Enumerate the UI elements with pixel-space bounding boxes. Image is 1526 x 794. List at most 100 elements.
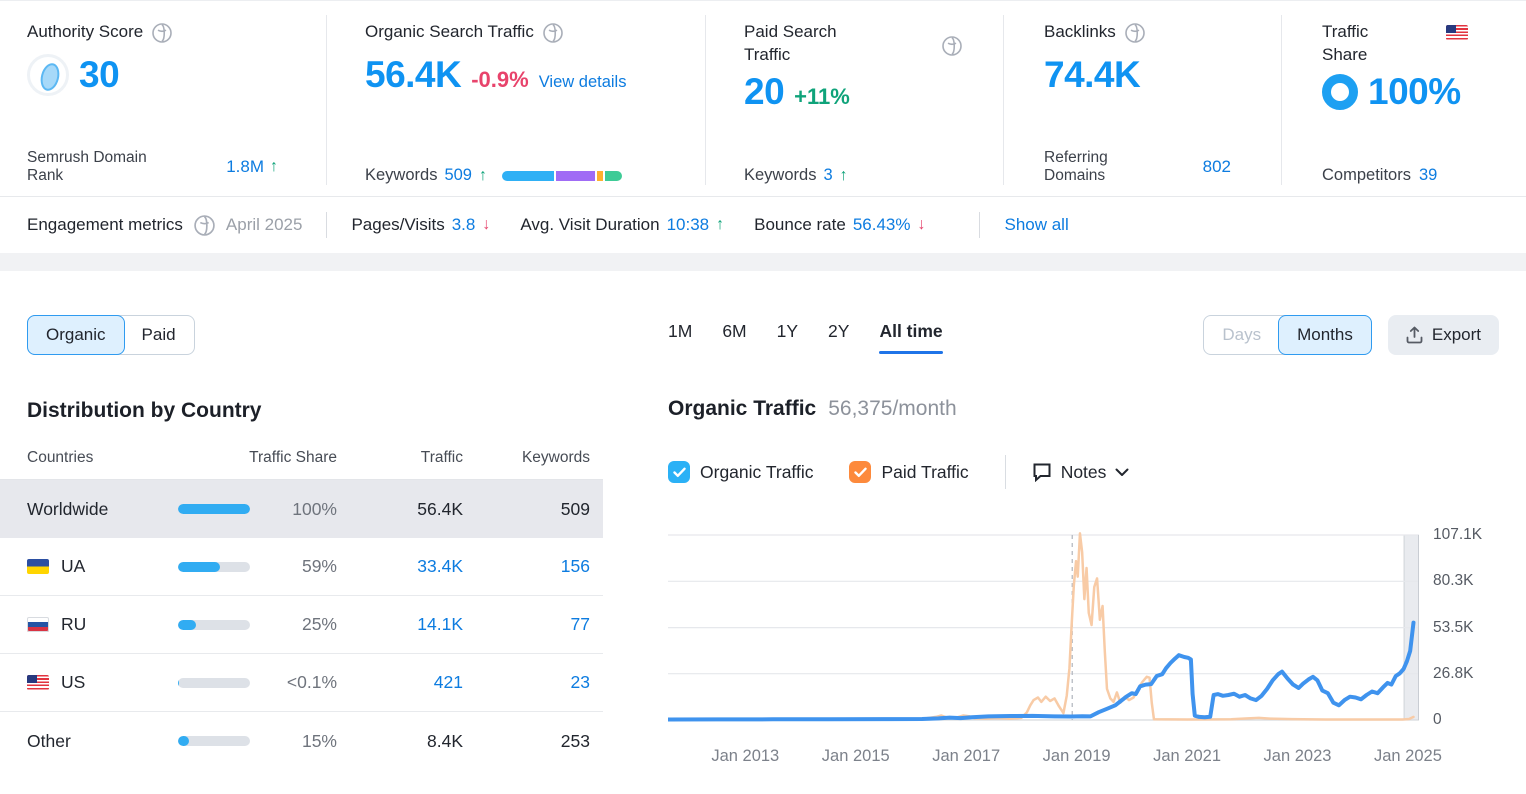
backlinks-card: Backlinks 74.4K Referring Domains 802 [1003,15,1281,185]
keywords-value: 253 [560,730,590,751]
tab-1m[interactable]: 1M [668,320,693,341]
trend-up-icon: ↑ [716,216,725,233]
pages-visits-value: 3.8 [451,215,476,234]
keywords-distribution-bar [501,170,622,181]
info-icon[interactable] [151,22,173,44]
toggle-months[interactable]: Months [1278,315,1372,355]
toggle-paid[interactable]: Paid [141,325,176,344]
domain-rank-value[interactable]: 1.8M [226,157,264,176]
legend-label: Paid Traffic [881,461,969,482]
y-axis-tick: 26.8K [1433,664,1474,682]
organic-paid-toggle: Organic Paid [27,315,195,355]
info-icon[interactable] [941,35,963,57]
info-icon[interactable] [193,214,216,237]
tab-1y[interactable]: 1Y [776,320,799,341]
view-details-link[interactable]: View details [538,73,627,91]
upload-icon [1406,326,1423,344]
date-range-tabs: 1M 6M 1Y 2Y All time [668,320,943,354]
visit-duration-metric: Avg. Visit Duration 10:38 ↑ [520,215,724,235]
traffic-trend-panel: 1M 6M 1Y 2Y All time Days Months Export … [668,315,1499,770]
chart-plot-area[interactable]: Jan 2013 Jan 2015 Jan 2017 Jan 2019 Jan 2021… [668,521,1442,765]
country-table: Countries Traffic Share Traffic Keywords… [0,449,603,770]
checkbox-checked-icon[interactable] [849,461,872,483]
traffic-value[interactable]: 33.4K [417,556,463,576]
engagement-title: Engagement metrics [27,215,183,234]
authority-score-title: Authority Score [27,22,144,41]
paid-traffic-delta: +11% [794,83,850,109]
competitors-count[interactable]: 39 [1418,166,1438,184]
tab-all-time[interactable]: All time [879,321,943,354]
y-axis-tick: 53.5K [1433,618,1474,636]
traffic-share-bar [178,561,250,572]
distribution-panel: Organic Paid Distribution by Country Cou… [0,315,603,770]
visit-duration-value: 10:38 [666,215,710,234]
authority-score-card: Authority Score 30 Semrush Domain Rank 1… [0,15,326,185]
traffic-share-bar [178,619,250,630]
export-button[interactable]: Export [1387,315,1499,355]
table-row-us[interactable]: US <0.1% 421 23 [0,654,603,712]
engagement-metrics-bar: Engagement metrics April 2025 Pages/Visi… [0,196,1526,253]
show-all-link[interactable]: Show all [1004,215,1069,234]
share-percent: 59% [301,556,337,576]
notes-dropdown[interactable]: Notes [1032,462,1130,483]
legend-paid-traffic[interactable]: Paid Traffic [849,461,969,483]
us-flag-icon [27,675,49,690]
backlinks-title: Backlinks [1044,22,1116,41]
trend-down-icon: ↓ [917,216,926,233]
header-traffic-share: Traffic Share [249,449,337,466]
toggle-organic[interactable]: Organic [27,315,125,355]
keywords-value[interactable]: 23 [570,672,590,692]
country-name: US [61,672,86,692]
legend-organic-traffic[interactable]: Organic Traffic [668,461,813,483]
keywords-count[interactable]: 509 [444,166,472,184]
keywords-value[interactable]: 77 [570,614,590,634]
authority-gauge-icon [27,54,69,96]
x-axis-tick: Jan 2023 [1263,747,1332,765]
traffic-share-bar [178,677,250,688]
referring-domains-value[interactable]: 802 [1202,157,1231,176]
x-axis-labels: Jan 2013 Jan 2015 Jan 2017 Jan 2019 Jan 2021… [668,733,1442,765]
chevron-down-icon [1115,468,1129,476]
notes-label: Notes [1060,461,1107,482]
info-icon[interactable] [1124,22,1146,44]
x-axis-tick: Jan 2025 [1374,747,1442,765]
x-axis-tick: Jan 2013 [711,747,780,765]
table-row-worldwide[interactable]: Worldwide 100% 56.4K 509 [0,480,603,538]
ua-flag-icon [27,559,49,574]
checkbox-checked-icon[interactable] [668,461,690,483]
y-axis-tick: 107.1K [1433,526,1483,543]
organic-traffic-title: Organic Search Traffic [365,22,534,41]
country-name: UA [61,556,86,576]
tab-2y[interactable]: 2Y [828,320,850,341]
bounce-rate-value: 56.43% [852,215,911,234]
traffic-value[interactable]: 421 [433,672,463,692]
organic-search-traffic-card: Organic Search Traffic 56.4K -0.9% View … [326,15,705,185]
export-label: Export [1431,325,1481,344]
pages-visits-label: Pages/Visits [351,215,445,234]
keywords-label: Keywords [365,166,438,184]
engagement-period: April 2025 [225,215,303,234]
traffic-value[interactable]: 14.1K [417,614,463,634]
traffic-share-donut-icon [1322,73,1358,110]
keywords-value[interactable]: 156 [560,556,590,576]
x-axis-tick: Jan 2021 [1153,747,1222,765]
referring-domains-label: Referring Domains [1044,149,1108,184]
trend-up-icon: ↑ [478,166,487,184]
traffic-share-value: 100% [1368,70,1461,112]
traffic-share-bar [178,504,250,514]
toggle-days[interactable]: Days [1222,325,1262,344]
tab-6m[interactable]: 6M [722,320,747,341]
table-row-other[interactable]: Other 15% 8.4K 253 [0,712,603,770]
table-row-ru[interactable]: RU 25% 14.1K 77 [0,596,603,654]
note-bubble-icon [1033,463,1051,482]
table-row-ua[interactable]: UA 59% 33.4K 156 [0,538,603,596]
chart-canvas [668,532,1419,722]
keywords-count[interactable]: 3 [823,166,833,184]
table-header: Countries Traffic Share Traffic Keywords [0,449,603,480]
days-months-toggle: Days Months [1203,315,1372,355]
info-icon[interactable] [542,22,564,44]
traffic-share-bar [178,736,250,746]
share-percent: <0.1% [286,672,337,692]
paid-traffic-title: Paid Search Traffic [744,22,837,64]
organic-traffic-delta: -0.9% [471,67,529,92]
